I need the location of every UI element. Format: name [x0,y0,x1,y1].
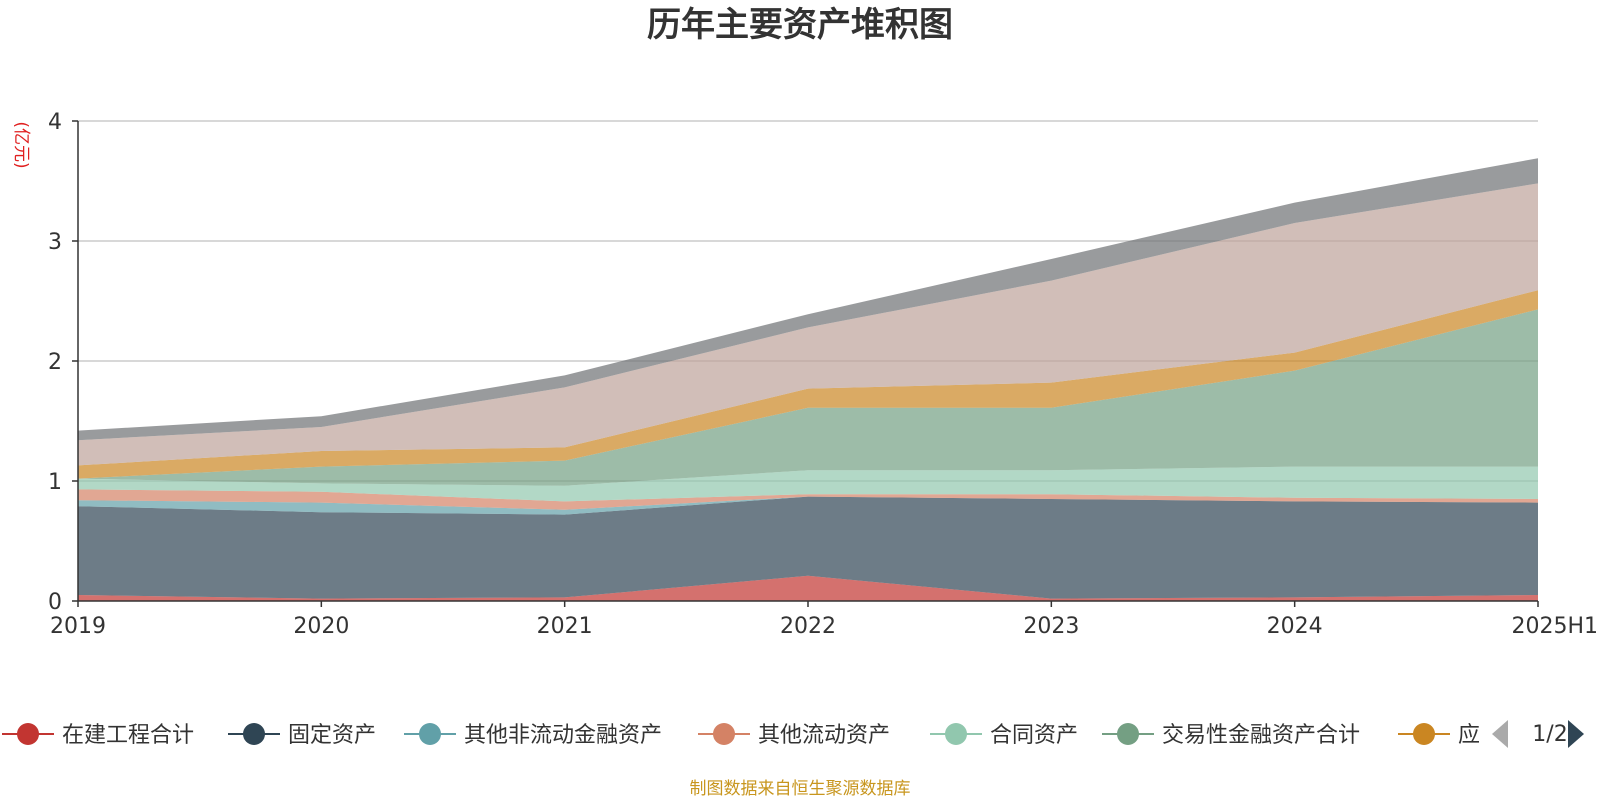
area-series-7[interactable] [78,183,1538,466]
x-tick-label: 2023 [1023,614,1079,639]
legend-item-0[interactable]: 在建工程合计 [2,723,194,748]
legend-marker-icon [1413,723,1435,745]
y-tick-label: 2 [48,350,62,375]
area-series-group [78,158,1538,601]
legend-page-indicator: 1/2 [1532,722,1567,747]
y-axis-unit-label: (亿元) [11,121,31,168]
data-source-note: 制图数据来自恒生聚源数据库 [690,779,911,799]
legend-marker-icon [713,723,735,745]
legend-marker-icon [1117,723,1139,745]
x-tick-label: 2019 [50,614,106,639]
legend-marker-icon [17,723,39,745]
area-series-8[interactable] [78,158,1538,441]
y-tick-label: 3 [48,230,62,255]
y-tick-label: 0 [48,590,62,615]
x-tick-label: 2024 [1267,614,1323,639]
legend-item-5[interactable]: 交易性金融资产合计 [1102,723,1360,748]
area-series-4[interactable] [78,466,1538,502]
area-series-1[interactable] [78,496,1538,599]
area-series-3[interactable] [78,489,1538,510]
area-series-0[interactable] [78,575,1538,601]
legend-label: 交易性金融资产合计 [1162,723,1360,748]
legend-item-2[interactable]: 其他非流动金融资产 [404,723,662,748]
legend-item-6[interactable]: 应 [1398,723,1480,748]
triangle-left-icon[interactable] [1492,720,1508,748]
legend-pager[interactable]: 1/2 [1492,720,1584,748]
legend-label: 其他非流动金融资产 [464,723,662,748]
legend-marker-icon [945,723,967,745]
legend-label: 应 [1458,723,1480,748]
area-series-2[interactable] [78,496,1538,515]
x-tick-label: 2021 [537,614,593,639]
legend-item-4[interactable]: 合同资产 [930,723,1078,748]
legend-marker-icon [419,723,441,745]
y-tick-label: 4 [48,110,62,135]
legend[interactable]: 在建工程合计 固定资产 其他非流动金融资产 其他流动资产 合同资产 交易性金融资产合计 应 [2,723,1480,748]
legend-item-1[interactable]: 固定资产 [228,723,376,748]
legend-label: 其他流动资产 [758,723,890,748]
x-tick-label: 2020 [293,614,349,639]
legend-item-3[interactable]: 其他流动资产 [698,723,890,748]
area-series-5[interactable] [78,309,1538,486]
legend-label: 在建工程合计 [62,723,194,748]
area-series-6[interactable] [78,290,1538,479]
x-tick-label: 2022 [780,614,836,639]
legend-label: 固定资产 [288,723,376,748]
triangle-right-icon[interactable] [1568,720,1584,748]
chart-title: 历年主要资产堆积图 [647,5,953,45]
legend-label: 合同资产 [990,723,1078,748]
axes: 0 1 2 3 4 2019 2020 2021 2022 2023 2024 2025H1 [48,110,1598,639]
x-tick-label: 2025H1 [1511,614,1598,639]
y-tick-label: 1 [48,470,62,495]
legend-marker-icon [243,723,265,745]
